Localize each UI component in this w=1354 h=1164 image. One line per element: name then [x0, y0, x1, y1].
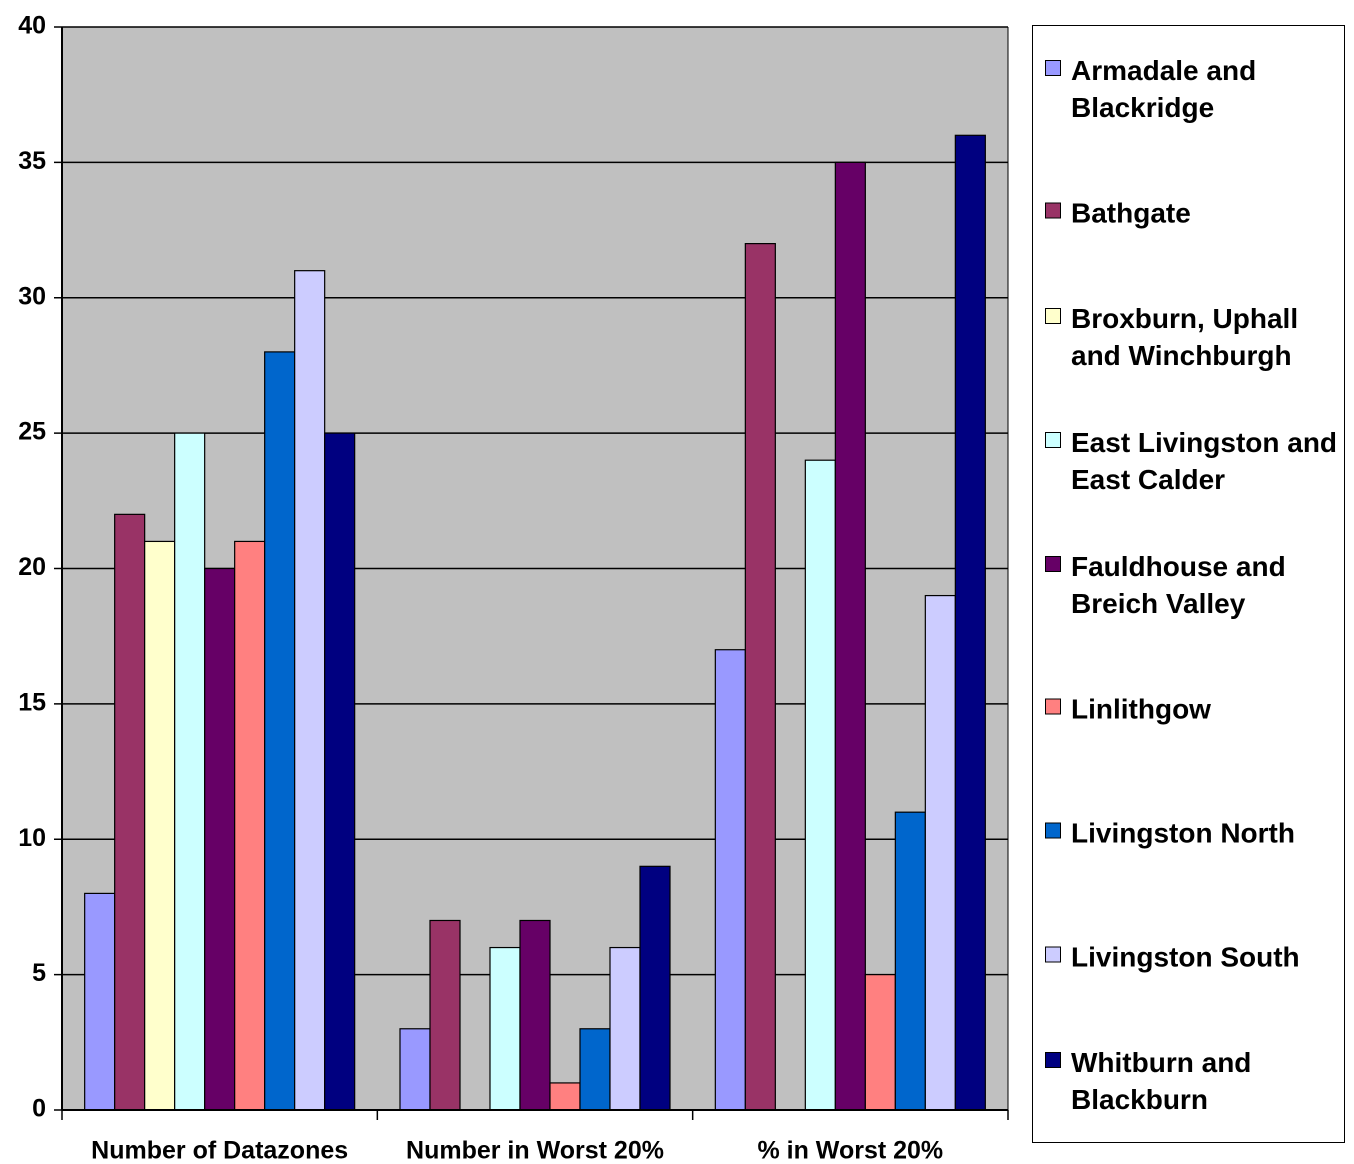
y-tick-label: 40 [18, 12, 46, 40]
legend-item: Livingston North [1045, 815, 1345, 852]
legend-label: Livingston South [1071, 941, 1300, 973]
legend-swatch [1045, 308, 1061, 324]
bar [519, 919, 551, 1111]
y-tick-label: 20 [18, 553, 46, 581]
bar [894, 811, 926, 1111]
legend-item: Fauldhouse and Breich Valley [1045, 548, 1345, 622]
bar [264, 351, 296, 1111]
y-tick-label: 5 [32, 959, 46, 987]
bar [804, 459, 836, 1111]
bar [234, 540, 266, 1111]
bar [174, 432, 206, 1111]
bar [294, 270, 326, 1111]
bar [204, 567, 236, 1111]
legend-label: East Livingston and East Calder [1071, 427, 1338, 495]
legend-label: Linlithgow [1071, 693, 1211, 725]
legend: Armadale and Blackridge Bathgate Broxburn,… [1032, 25, 1345, 1143]
legend-swatch [1045, 698, 1061, 715]
legend-swatch [1045, 432, 1061, 448]
bar [429, 919, 461, 1111]
bar [84, 892, 116, 1111]
x-tick-label: Number of Datazones [91, 1137, 348, 1164]
bar [609, 946, 641, 1111]
x-tick-label: % in Worst 20% [757, 1137, 943, 1164]
chart: 0 5 10 15 20 25 30 35 40 Number of Datazones Numbe… [18, 12, 1009, 1164]
bar [834, 161, 866, 1111]
legend-item: Bathgate [1045, 195, 1345, 232]
legend-swatch [1045, 202, 1061, 219]
y-tick-label: 15 [18, 688, 46, 716]
bar [549, 1082, 581, 1111]
y-tick-label: 35 [18, 147, 46, 175]
bar [579, 1028, 611, 1111]
bar [324, 432, 356, 1111]
bar [864, 974, 896, 1111]
bar [144, 540, 176, 1111]
x-tick-label: Number in Worst 20% [406, 1137, 664, 1164]
bar [489, 946, 521, 1111]
bar [744, 243, 776, 1111]
legend-label: Armadale and Blackridge [1071, 55, 1257, 123]
legend-label: Bathgate [1071, 197, 1191, 229]
legend-item: Broxburn, Uphall and Winchburgh [1045, 300, 1345, 374]
legend-swatch [1045, 946, 1061, 963]
y-tick-label: 0 [32, 1095, 46, 1123]
legend-label: Whitburn and Blackburn [1071, 1047, 1252, 1115]
legend-item: Linlithgow [1045, 691, 1345, 728]
legend-swatch [1045, 60, 1061, 76]
y-tick-label: 25 [18, 418, 46, 446]
y-tick-label: 30 [18, 282, 46, 310]
legend-item: Whitburn and Blackburn [1045, 1044, 1345, 1118]
legend-label: Fauldhouse and Breich Valley [1071, 551, 1286, 619]
bar [399, 1028, 431, 1111]
bar [639, 865, 671, 1111]
legend-swatch [1045, 556, 1061, 572]
y-tick-label: 10 [18, 824, 46, 852]
bar [924, 594, 956, 1111]
legend-swatch [1045, 1052, 1061, 1068]
legend-label: Broxburn, Uphall and Winchburgh [1071, 303, 1299, 371]
legend-item: Livingston South [1045, 939, 1345, 976]
legend-swatch [1045, 822, 1061, 839]
legend-label: Livingston North [1071, 817, 1295, 849]
bar [714, 649, 746, 1111]
legend-item: East Livingston and East Calder [1045, 424, 1345, 498]
bar [114, 513, 146, 1111]
bar [954, 134, 986, 1111]
legend-item: Armadale and Blackridge [1045, 52, 1345, 126]
